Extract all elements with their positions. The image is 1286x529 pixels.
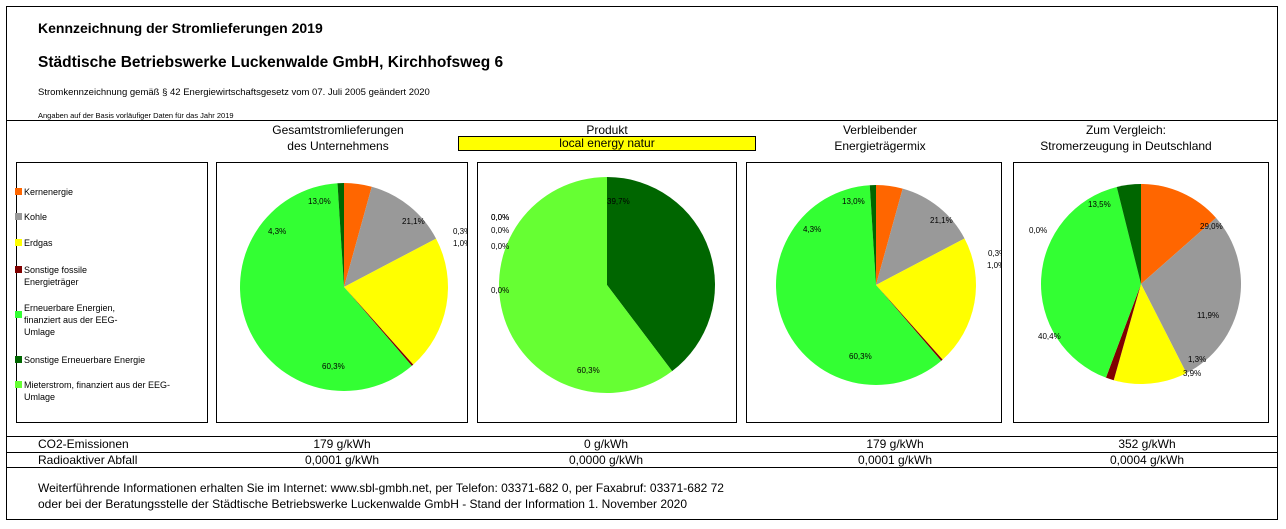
waste-germany: 0,0004 g/kWh bbox=[1109, 453, 1185, 467]
pie-data-label: 4,3% bbox=[268, 227, 286, 236]
pie-slice bbox=[344, 186, 437, 287]
waste-remaining: 0,0001 g/kWh bbox=[857, 453, 933, 467]
co2-germany: 352 g/kWh bbox=[1118, 437, 1176, 451]
legend-item-kernenergie: Kernenergie bbox=[15, 186, 184, 198]
chart-box-remaining bbox=[746, 162, 1002, 423]
pie-chart-total: 4,3% 13,0% 21,1% 0,3% 60,3% 1,0% bbox=[240, 183, 468, 391]
data-basis-note: Angaben auf der Basis vorläufiger Daten … bbox=[38, 111, 234, 120]
legend-item-mieterstrom: Mieterstrom, finanziert aus der EEG-Umla… bbox=[15, 379, 184, 403]
pie-data-label: 39,7% bbox=[607, 197, 630, 206]
pie-data-label: 29,0% bbox=[1200, 222, 1223, 231]
pie-slice bbox=[876, 238, 976, 360]
waste-label: Radioaktiver Abfall bbox=[38, 453, 138, 467]
panel-title-product: Produkt bbox=[586, 123, 628, 137]
legal-basis: Stromkennzeichnung gemäß § 42 Energiewir… bbox=[38, 87, 430, 98]
document-title: Kennzeichnung der Stromlieferungen 2019 bbox=[38, 20, 323, 36]
pie-data-label: 40,4% bbox=[1038, 332, 1061, 341]
pie-data-label: 0,3% bbox=[988, 249, 1002, 258]
pie-slice bbox=[607, 177, 715, 372]
pie-data-label: 1,3% bbox=[1188, 355, 1206, 364]
pie-slice bbox=[869, 185, 876, 285]
pie-data-label: 0,0% bbox=[491, 213, 509, 222]
panel-title-remaining: Verbleibender Energieträgermix bbox=[834, 123, 926, 153]
legend-swatch bbox=[15, 213, 22, 220]
pie-chart-product: 0,0%0,0%0,0%0,0%0,0%39,7%60,3% bbox=[491, 177, 715, 393]
pie-chart-germany: 13,5% 29,0% 11,9% 1,3% 40,4% 3,9% 0,0% bbox=[1029, 184, 1241, 384]
panel-title-germany: Zum Vergleich: Stromerzeugung in Deutsch… bbox=[1040, 123, 1212, 153]
pie-data-label: 0,3% bbox=[453, 227, 468, 236]
legend-swatch bbox=[15, 188, 22, 195]
pie-data-label: 21,1% bbox=[930, 216, 953, 225]
co2-product: 0 g/kWh bbox=[583, 437, 628, 451]
legend-swatch bbox=[15, 266, 22, 273]
pie-chart-remaining: 4,3% 13,0% 21,1% 0,3% 60,3% 1,0% bbox=[776, 185, 1002, 385]
pie-data-label: 21,1% bbox=[402, 217, 425, 226]
chart-box-product bbox=[477, 162, 737, 423]
pie-slice bbox=[876, 188, 965, 285]
pie-data-label: 0,0% bbox=[491, 213, 509, 222]
legend-swatch bbox=[15, 239, 22, 246]
table-top-divider bbox=[6, 436, 1278, 437]
pie-data-label: 4,3% bbox=[803, 225, 821, 234]
pie-data-label: 13,0% bbox=[308, 197, 331, 206]
pie-slice bbox=[344, 183, 372, 287]
footer-line-2: oder bei der Beratungsstelle der Städtis… bbox=[38, 497, 688, 511]
pie-slice bbox=[1113, 284, 1187, 384]
pie-slice bbox=[240, 183, 412, 391]
pie-slice bbox=[1141, 217, 1241, 374]
pie-data-label: 0,0% bbox=[491, 226, 509, 235]
pie-slice bbox=[1116, 184, 1141, 284]
legend-swatch bbox=[15, 356, 22, 363]
product-name-box: local energy natur bbox=[458, 136, 756, 151]
pie-data-label: 13,5% bbox=[1088, 200, 1111, 209]
pie-data-label: 1,0% bbox=[987, 261, 1002, 270]
pie-data-label: 0,0% bbox=[491, 242, 509, 251]
document-frame bbox=[6, 6, 1278, 520]
pie-slice bbox=[499, 177, 673, 393]
pie-data-label: 13,0% bbox=[842, 197, 865, 206]
pie-slice bbox=[1041, 186, 1141, 378]
legend-item-sonstige-erneuerbare: Sonstige Erneuerbare Energie bbox=[15, 354, 184, 366]
co2-remaining: 179 g/kWh bbox=[866, 437, 924, 451]
footer-line-1: Weiterführende Informationen erhalten Si… bbox=[38, 481, 724, 495]
chart-box-germany bbox=[1013, 162, 1269, 423]
panel-title-total: Gesamtstromlieferungen des Unternehmens bbox=[272, 123, 404, 153]
pie-slice bbox=[337, 183, 344, 287]
co2-total: 179 g/kWh bbox=[313, 437, 371, 451]
pie-data-label: 60,3% bbox=[577, 366, 600, 375]
pie-data-label: 11,9% bbox=[1197, 311, 1219, 320]
legend-item-eeg: Erneuerbare Energien, finanziert aus der… bbox=[15, 302, 142, 338]
legend-box bbox=[16, 162, 208, 423]
waste-product: 0,0000 g/kWh bbox=[568, 453, 644, 467]
pie-slice bbox=[344, 287, 414, 366]
legend-item-sonstige-fossile: Sonstige fossile Energieträger bbox=[15, 264, 124, 288]
legend-swatch bbox=[15, 311, 22, 318]
table-mid-divider bbox=[6, 452, 1278, 453]
pie-slice bbox=[876, 185, 903, 285]
pie-data-label: 60,3% bbox=[322, 362, 345, 371]
pie-data-label: 1,0% bbox=[453, 239, 468, 248]
table-bottom-divider bbox=[6, 467, 1278, 468]
chart-box-total bbox=[216, 162, 468, 423]
co2-label: CO2-Emissionen bbox=[38, 437, 129, 451]
pie-slice bbox=[776, 185, 942, 385]
pie-data-label: 0,0% bbox=[491, 286, 509, 295]
legend-item-kohle: Kohle bbox=[15, 211, 184, 223]
pie-slice bbox=[1105, 284, 1141, 381]
legend-swatch bbox=[15, 381, 22, 388]
company-name: Städtische Betriebswerke Luckenwalde Gmb… bbox=[38, 54, 504, 71]
pie-slice bbox=[1141, 184, 1217, 284]
pie-slice bbox=[876, 285, 943, 361]
pie-slice bbox=[344, 238, 448, 365]
pie-data-label: 3,9% bbox=[1183, 369, 1201, 378]
legend-item-erdgas: Erdgas bbox=[15, 237, 184, 249]
pie-data-label: 0,0% bbox=[1029, 226, 1047, 235]
waste-total: 0,0001 g/kWh bbox=[304, 453, 380, 467]
header-divider bbox=[6, 120, 1278, 121]
pie-data-label: 60,3% bbox=[849, 352, 872, 361]
